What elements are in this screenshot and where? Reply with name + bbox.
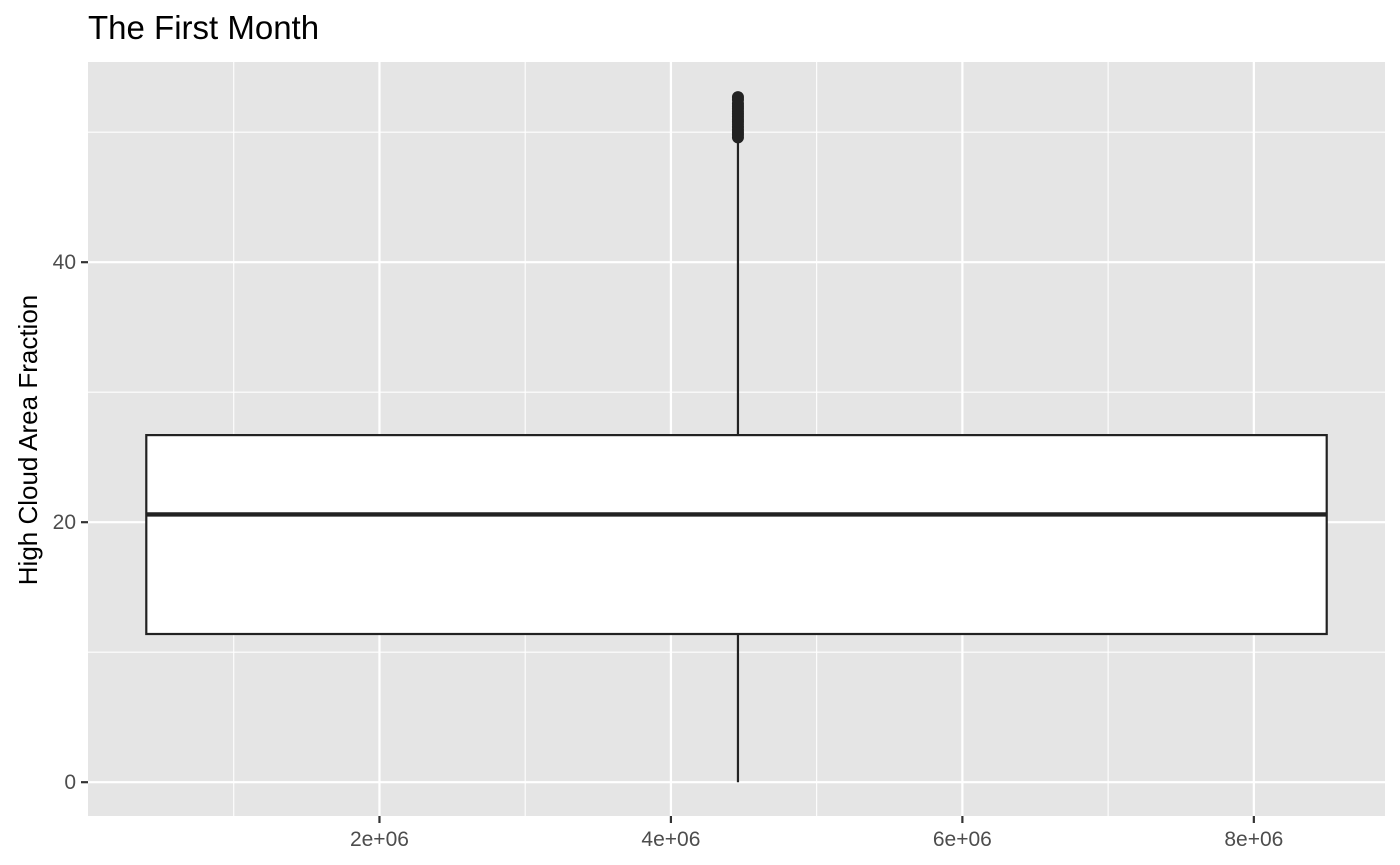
x-tick-label: 4e+06 <box>641 828 700 851</box>
x-tick-label: 2e+06 <box>350 828 409 851</box>
chart-title: The First Month <box>88 9 319 46</box>
y-tick-label: 40 <box>53 251 76 274</box>
x-tick-label: 8e+06 <box>1224 828 1283 851</box>
boxplot-group <box>145 91 1328 783</box>
y-tick-label: 20 <box>53 511 76 534</box>
outlier-point <box>731 91 744 104</box>
y-tick-label: 0 <box>64 771 76 794</box>
y-axis-title: High Cloud Area Fraction <box>13 295 43 585</box>
box-iqr <box>145 434 1328 636</box>
y-axis: 0 20 40 <box>53 251 88 794</box>
x-axis: 2e+06 4e+06 6e+06 8e+06 <box>350 816 1283 851</box>
x-tick-label: 6e+06 <box>933 828 992 851</box>
